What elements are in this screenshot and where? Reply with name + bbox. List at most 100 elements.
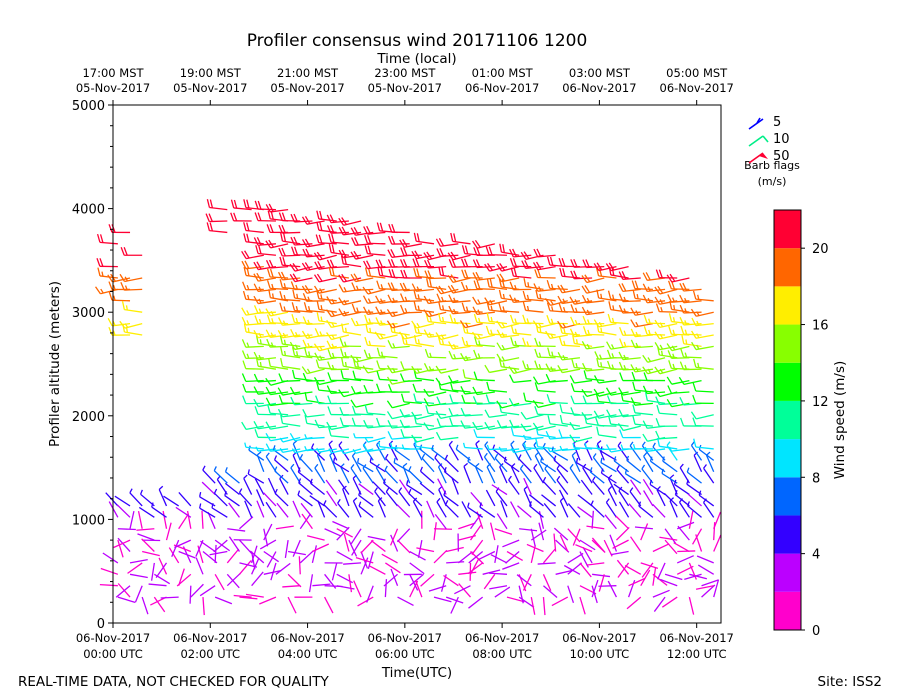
barb-shaft bbox=[257, 252, 277, 256]
barb-half bbox=[441, 296, 444, 302]
barb-shaft bbox=[178, 568, 185, 586]
barb-shaft bbox=[622, 400, 641, 405]
wind-barb bbox=[643, 314, 666, 325]
wind-barb bbox=[496, 513, 508, 530]
barb-half bbox=[659, 368, 664, 374]
wind-barb bbox=[630, 328, 653, 338]
barb-full bbox=[206, 222, 211, 231]
barb-full bbox=[241, 373, 247, 382]
barb-full bbox=[265, 204, 271, 213]
barb-full bbox=[582, 259, 587, 268]
barb-shaft bbox=[523, 477, 532, 495]
barb-shaft bbox=[640, 562, 659, 570]
barb-half bbox=[533, 463, 538, 469]
barb-full bbox=[450, 274, 457, 282]
barb-shaft bbox=[589, 471, 605, 484]
barb-full bbox=[582, 326, 587, 335]
barb-full bbox=[341, 273, 347, 282]
wind-barb bbox=[484, 297, 508, 306]
barb-half bbox=[308, 351, 311, 357]
wind-barb bbox=[115, 585, 131, 598]
barb-half bbox=[644, 446, 648, 452]
barb-shaft bbox=[652, 543, 670, 553]
wind-barb bbox=[676, 555, 694, 564]
barb-shaft bbox=[225, 471, 240, 484]
wind-barb bbox=[331, 562, 338, 581]
wind-barb bbox=[449, 381, 471, 393]
barb-shaft bbox=[391, 414, 410, 420]
wind-barb bbox=[398, 479, 411, 495]
barb-shaft bbox=[282, 436, 301, 443]
barb-half bbox=[463, 462, 469, 467]
barb-shaft bbox=[416, 342, 435, 348]
wind-barb bbox=[579, 596, 586, 615]
barb-full bbox=[254, 406, 259, 415]
barb-half bbox=[526, 305, 530, 311]
wind-barb bbox=[351, 405, 374, 416]
wind-barb bbox=[547, 447, 568, 453]
barb-half bbox=[652, 442, 656, 448]
barb-full bbox=[341, 249, 347, 258]
barb-half bbox=[295, 306, 299, 311]
barb-full bbox=[437, 312, 442, 322]
wind-barb bbox=[510, 267, 532, 279]
wind-barb bbox=[530, 528, 536, 547]
wind-barb bbox=[96, 233, 118, 245]
wind-barb bbox=[290, 281, 313, 291]
barb-full bbox=[618, 283, 624, 292]
barb-full bbox=[546, 302, 551, 311]
barb-half bbox=[537, 322, 542, 328]
barb-full bbox=[253, 420, 259, 430]
barb-full bbox=[301, 239, 308, 248]
wind-barb bbox=[409, 562, 425, 575]
wind-barb bbox=[341, 323, 362, 336]
barb-shaft bbox=[537, 322, 556, 329]
barb-shaft bbox=[258, 402, 277, 408]
barb-shaft bbox=[484, 445, 496, 461]
barb-shaft bbox=[517, 505, 532, 518]
barb-full bbox=[329, 259, 335, 268]
barb-shaft bbox=[533, 467, 545, 484]
wind-barb bbox=[424, 270, 447, 280]
barb-half bbox=[598, 321, 603, 327]
wind-barb bbox=[582, 326, 605, 336]
barb-full bbox=[534, 269, 539, 278]
barb-half bbox=[331, 298, 335, 304]
wind-barb bbox=[482, 569, 501, 575]
wind-barb bbox=[450, 232, 471, 245]
wind-barb bbox=[241, 421, 264, 431]
barb-shaft bbox=[634, 389, 653, 393]
wind-barb bbox=[214, 596, 233, 605]
barb-half bbox=[202, 465, 206, 471]
wind-barb bbox=[460, 386, 483, 395]
wind-barb bbox=[270, 562, 277, 581]
barb-full bbox=[546, 256, 551, 266]
wind-barb bbox=[383, 573, 398, 587]
wind-barb bbox=[657, 562, 666, 580]
barb-shaft bbox=[543, 503, 557, 518]
barb-shaft bbox=[500, 500, 508, 518]
wind-barb bbox=[360, 539, 374, 554]
barb-shaft bbox=[238, 539, 253, 554]
barb-legend-tick bbox=[762, 135, 769, 143]
barb-full bbox=[328, 244, 332, 253]
wind-barb bbox=[376, 360, 398, 370]
barb-shaft bbox=[553, 533, 557, 552]
barb-full bbox=[595, 393, 600, 402]
barb-full bbox=[416, 268, 420, 277]
barb-shaft bbox=[598, 275, 617, 279]
barb-full bbox=[630, 319, 636, 328]
barb-shaft bbox=[306, 345, 325, 349]
y-tick-label: 1000 bbox=[72, 513, 105, 528]
barb-shaft bbox=[158, 557, 168, 575]
barb-shaft bbox=[413, 443, 423, 461]
wind-barb bbox=[254, 200, 276, 211]
wind-barb bbox=[605, 262, 629, 272]
wind-barb bbox=[117, 537, 131, 552]
wind-barb bbox=[472, 331, 495, 340]
barb-full bbox=[254, 315, 259, 324]
barb-shaft bbox=[559, 534, 569, 552]
barb-shaft bbox=[525, 447, 544, 450]
barb-full bbox=[289, 273, 296, 282]
